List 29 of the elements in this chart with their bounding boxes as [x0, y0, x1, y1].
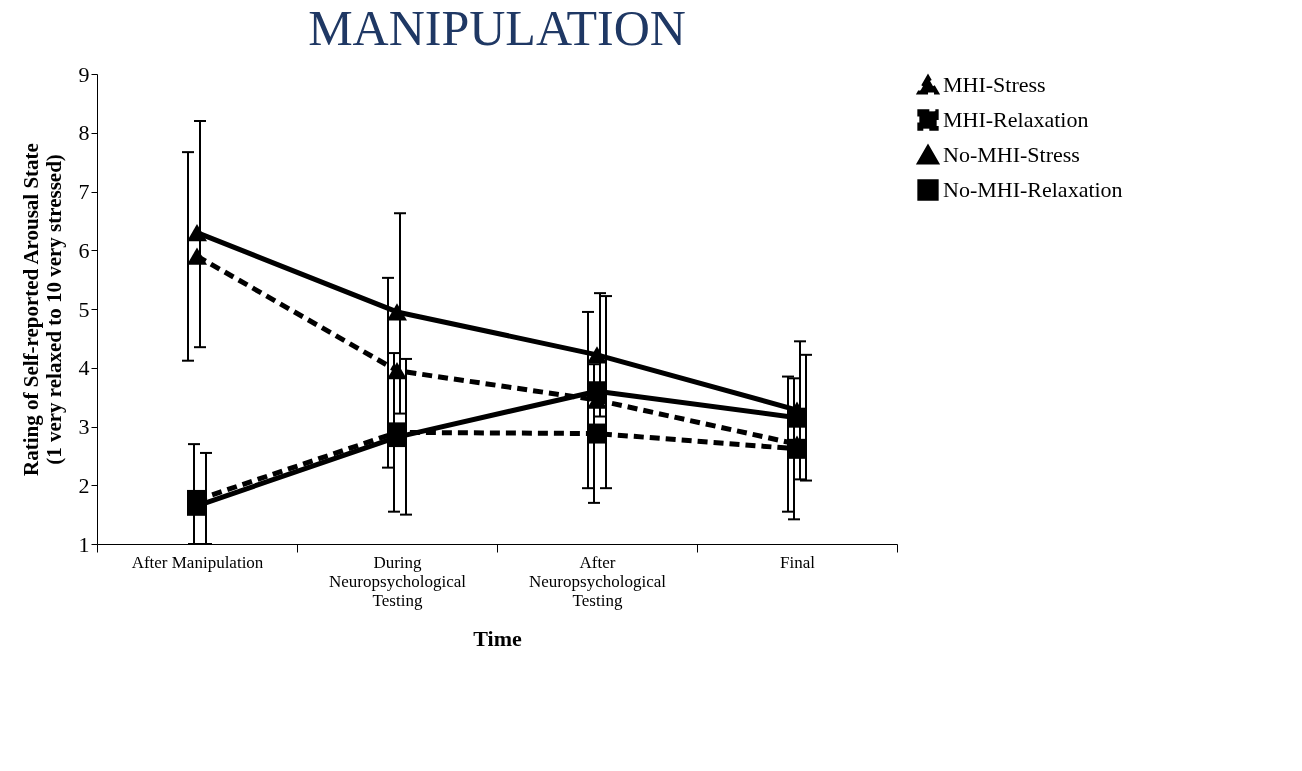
y-tick-label: 4 [78, 355, 90, 381]
point [787, 438, 807, 459]
point [387, 362, 407, 380]
y-tick-label: 2 [78, 472, 90, 498]
y-tick-label: 6 [78, 237, 90, 263]
x-tick-label: Final [780, 552, 816, 572]
point [787, 407, 807, 428]
point [187, 247, 207, 265]
x-tick-label: After Manipulation [131, 552, 264, 572]
point [587, 423, 607, 444]
chart-title: MANIPULATION [308, 0, 686, 56]
y-tick-label: 9 [78, 61, 90, 87]
y-tick-label: 3 [78, 414, 90, 439]
point [187, 223, 207, 242]
y-tick-label: 5 [78, 296, 90, 322]
text: Rating of Self-reported Arousal State [18, 143, 43, 476]
x-tick-label: After Neuropsychological Testing [529, 552, 667, 610]
y-tick-label: 7 [78, 179, 90, 204]
point [587, 381, 607, 402]
x-axis-title: Time [473, 625, 522, 651]
legend-label: MHI-Stress [943, 72, 1046, 97]
y-tick-label: 1 [78, 531, 90, 557]
legend-label: No-MHI-Stress [943, 142, 1080, 167]
legend-label: No-MHI-Relaxation [943, 177, 1123, 202]
legend-label: MHI-Relaxation [943, 107, 1089, 132]
y-tick-label: 8 [78, 120, 90, 146]
point [387, 303, 407, 321]
point [587, 346, 607, 364]
x-tick-label: During Neuropsychological Testing [329, 552, 467, 610]
